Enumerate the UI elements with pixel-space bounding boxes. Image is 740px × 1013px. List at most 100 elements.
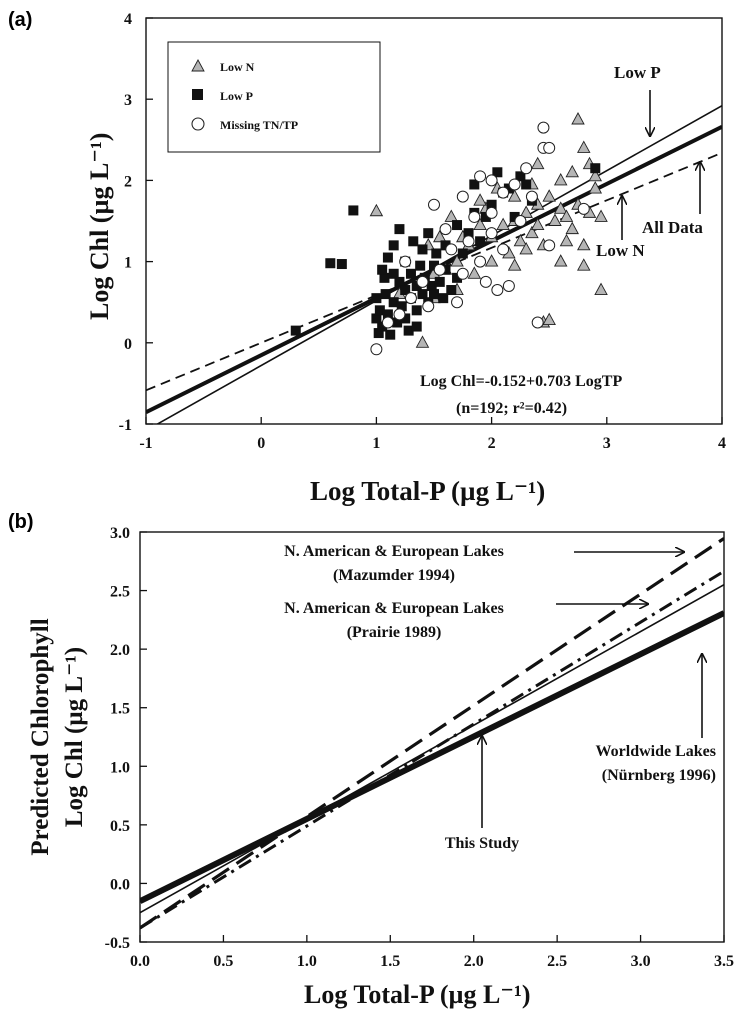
point-low-p: [400, 285, 411, 296]
line-prairie-1989: [140, 584, 724, 914]
x-tick-label: 3.0: [631, 953, 651, 970]
point-missing: [525, 190, 538, 203]
legend-triangle-icon: [191, 59, 205, 72]
point-low-p: [431, 248, 442, 259]
point-missing: [370, 343, 383, 356]
annot-stats: (n=192; r²=0.42): [456, 400, 567, 417]
panel-b-plot-frame: [139, 531, 725, 943]
point-missing: [502, 279, 515, 292]
point-missing: [479, 275, 492, 288]
point-low-p: [385, 329, 396, 340]
y-tick-label: 3: [124, 92, 132, 109]
legend-box: [167, 41, 381, 153]
point-low-n: [507, 189, 522, 202]
point-missing: [577, 202, 590, 215]
legend-low-n: Low N: [220, 60, 255, 74]
point-low-p: [411, 305, 422, 316]
point-low-p: [590, 163, 601, 174]
point-low-p: [388, 268, 399, 279]
point-low-n: [559, 209, 574, 222]
point-low-p: [429, 289, 439, 300]
y-tick-label: 0.0: [110, 876, 130, 893]
annot-worldwide-1: Worldwide Lakes: [596, 743, 716, 760]
point-missing: [514, 215, 527, 227]
y-tick-label: 1.0: [110, 759, 130, 776]
panel-a-label: (a): [8, 9, 32, 31]
panel-b-y-axis-label-top: Predicted Chlorophyll: [27, 618, 54, 855]
annot-worldwide-2: (Nürnberg 1996): [602, 767, 716, 784]
annot-mazumder-2: (Mazumder 1994): [333, 567, 455, 584]
point-missing: [508, 178, 521, 191]
panel-b-ticks: [139, 531, 725, 943]
x-tick-label: 1: [372, 435, 380, 452]
panel-a-scatter-points: [290, 112, 608, 356]
point-low-p: [446, 285, 457, 296]
point-low-n: [548, 213, 562, 226]
point-missing: [433, 263, 446, 276]
point-low-p: [336, 259, 347, 270]
x-tick-label: 3: [603, 435, 611, 452]
annot-low-p: Low P: [614, 63, 661, 82]
point-missing: [474, 170, 487, 183]
point-missing: [537, 121, 550, 134]
point-missing: [485, 227, 498, 240]
x-tick-label: 2: [488, 435, 496, 452]
point-low-n: [484, 254, 499, 267]
x-tick-label: 2.5: [547, 953, 567, 970]
point-low-n: [588, 168, 603, 182]
panel-b-lines: [140, 537, 724, 930]
point-low-p: [405, 268, 416, 279]
point-missing: [456, 267, 469, 280]
point-low-p: [452, 220, 463, 231]
point-low-p: [423, 228, 434, 239]
point-missing: [543, 239, 556, 252]
legend-circle-icon: [191, 117, 205, 131]
point-low-n: [415, 335, 430, 348]
x-tick-label: 0: [257, 435, 265, 452]
panel-a-x-tick-labels: -1 0 1 2 3 4: [139, 435, 726, 452]
point-low-n: [594, 209, 608, 222]
x-tick-label: 3.5: [714, 953, 734, 970]
point-missing: [422, 300, 435, 313]
point-low-n: [571, 112, 585, 125]
panel-a-plot-frame: [145, 17, 723, 425]
point-missing: [416, 275, 429, 288]
point-missing: [404, 292, 417, 305]
point-low-p: [379, 272, 390, 283]
y-tick-label: 0: [124, 336, 132, 353]
point-low-n: [525, 225, 539, 239]
panel-a-ticks: [145, 17, 723, 425]
point-missing: [497, 186, 510, 199]
x-tick-label: 1.0: [297, 953, 317, 970]
point-low-n: [530, 217, 545, 231]
point-low-p: [371, 293, 382, 304]
point-low-n: [473, 217, 487, 231]
point-low-p: [486, 199, 497, 210]
point-missing: [399, 255, 412, 268]
point-low-n: [519, 241, 533, 255]
point-low-p: [408, 236, 419, 247]
point-low-n: [369, 203, 384, 217]
point-low-n: [467, 266, 482, 279]
panel-a-x-axis-label: Log Total-P (µg L⁻¹): [310, 476, 545, 506]
point-low-p: [452, 272, 463, 283]
point-low-p: [382, 309, 393, 320]
point-low-p: [411, 321, 422, 332]
point-low-p: [388, 240, 399, 251]
point-missing: [393, 308, 406, 321]
point-low-p: [463, 228, 474, 239]
point-low-p: [440, 240, 451, 251]
point-low-p: [382, 252, 393, 263]
line-this-study: [140, 610, 724, 904]
y-tick-label: 1: [124, 255, 132, 272]
point-low-p: [374, 305, 385, 316]
point-low-p: [434, 276, 445, 287]
annot-mazumder-1: N. American & European Lakes: [284, 543, 504, 560]
point-low-n: [588, 181, 603, 194]
point-low-n: [542, 189, 556, 202]
point-low-p: [411, 280, 422, 291]
point-low-p: [380, 289, 391, 300]
point-low-n: [553, 172, 568, 186]
point-missing: [381, 316, 394, 329]
point-low-p: [469, 179, 480, 190]
